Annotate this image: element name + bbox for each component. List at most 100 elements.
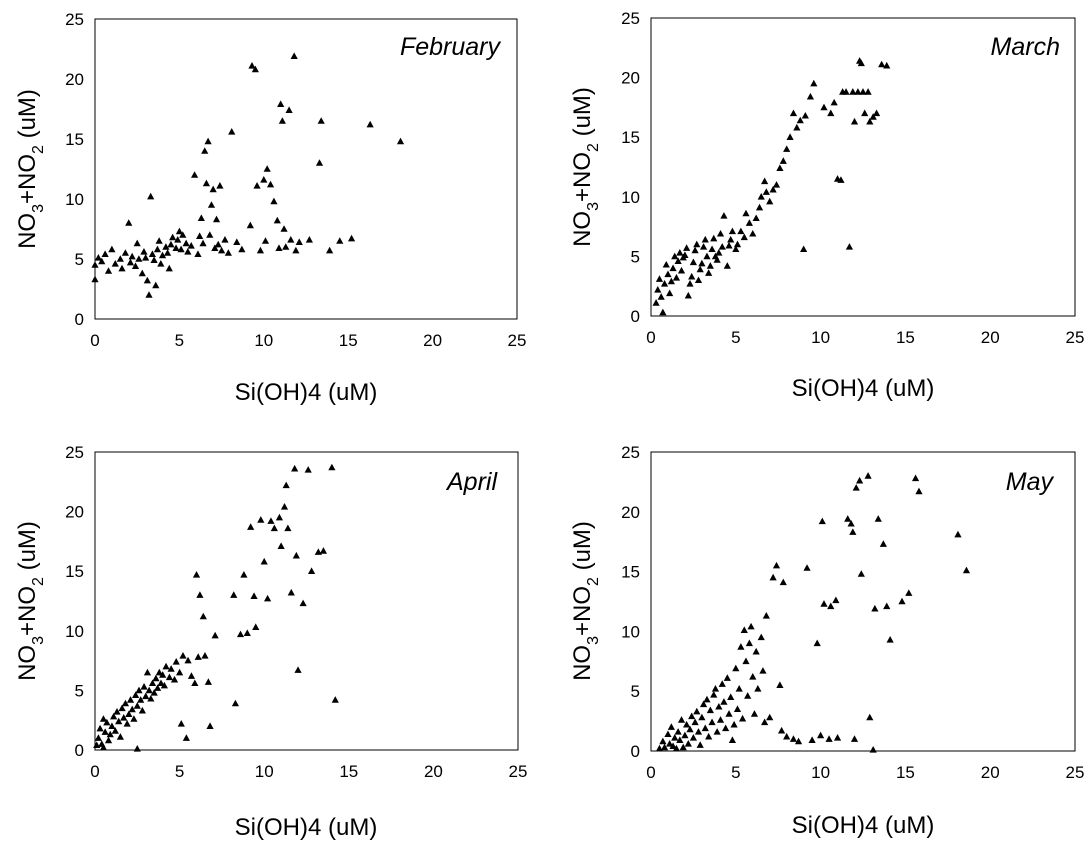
data-point	[294, 666, 302, 673]
data-point	[706, 262, 714, 269]
data-point	[94, 734, 102, 741]
data-point	[954, 530, 962, 538]
data-point	[672, 744, 681, 752]
panel-title: February	[400, 33, 502, 61]
data-point	[779, 578, 787, 586]
data-point	[657, 293, 665, 300]
data-point	[766, 197, 774, 205]
data-point	[701, 724, 709, 732]
data-point	[175, 227, 183, 235]
data-point	[676, 249, 684, 256]
data-point	[698, 713, 706, 721]
data-point	[328, 463, 336, 471]
data-point	[796, 116, 804, 124]
panel-april: 0 5 10 15 20 25 0 5 10 15 20 25 April Si(OH)4 (uM)…	[14, 443, 527, 841]
data-point	[277, 542, 285, 549]
data-point	[140, 248, 148, 255]
data-point	[230, 591, 238, 598]
x-tick-label: 20	[424, 762, 443, 781]
y-tick-label: 25	[621, 443, 640, 462]
data-point	[243, 629, 251, 636]
data-point	[143, 276, 151, 284]
y-label-no: NO	[14, 213, 41, 249]
data-point	[715, 249, 723, 256]
data-point	[263, 165, 271, 172]
data-point	[260, 176, 268, 183]
data-point	[703, 695, 711, 703]
data-point	[744, 692, 752, 699]
data-point	[160, 681, 168, 689]
data-point	[703, 252, 711, 260]
data-point	[202, 179, 211, 187]
data-point	[101, 728, 109, 735]
data-point	[317, 117, 325, 124]
data-point	[135, 255, 143, 262]
data-point	[674, 728, 682, 735]
data-point	[267, 517, 275, 524]
data-point	[260, 557, 268, 565]
y-tick-labels: 0 5 10 15 20 25	[621, 443, 640, 761]
data-point	[727, 693, 735, 700]
data-point	[783, 732, 791, 740]
data-point	[857, 59, 865, 67]
data-point	[857, 570, 865, 577]
y-label-plus-no: +NO	[569, 586, 596, 636]
data-point	[666, 740, 674, 747]
data-point	[825, 735, 833, 742]
data-point	[832, 596, 840, 604]
y-tick-label: 20	[621, 503, 640, 522]
data-point	[671, 734, 679, 741]
data-point	[754, 685, 762, 692]
data-point	[869, 746, 877, 753]
data-point	[669, 264, 677, 272]
data-point	[170, 675, 179, 683]
data-point	[679, 743, 687, 751]
data-point	[696, 741, 704, 748]
data-point	[280, 225, 288, 232]
data-point	[766, 713, 774, 721]
data-point	[247, 523, 255, 530]
data-point	[671, 252, 679, 260]
y-label-sub-3: 3	[30, 204, 47, 213]
data-point	[275, 513, 284, 521]
data-point	[207, 201, 216, 208]
y-label-sub-3: 3	[585, 202, 602, 211]
data-point	[684, 740, 692, 747]
data-point	[145, 686, 153, 694]
data-point	[689, 734, 697, 741]
data-point	[135, 686, 143, 694]
x-tick-label: 5	[731, 763, 740, 782]
panel-title: April	[445, 468, 498, 496]
data-point	[655, 275, 664, 282]
data-point	[783, 145, 791, 152]
data-point	[211, 244, 219, 251]
data-point	[854, 88, 862, 95]
data-point	[779, 157, 787, 164]
data-point	[307, 567, 316, 574]
y-tick-label: 15	[621, 128, 640, 147]
data-point	[299, 599, 307, 607]
data-point	[285, 106, 293, 113]
data-point	[287, 588, 295, 596]
y-tick-label: 25	[65, 443, 84, 462]
y-tick-label: 20	[621, 69, 640, 88]
x-tick-label: 15	[339, 331, 358, 350]
data-point	[152, 674, 160, 682]
data-point	[155, 237, 163, 244]
data-point	[664, 730, 672, 738]
x-tick-labels: 0 5 10 15 20 25	[646, 328, 1084, 347]
data-point	[153, 245, 162, 253]
data-point	[705, 732, 713, 740]
panel-march: 0 5 10 15 20 25 0 5 10 15 20 25 March Si(OH)4 (uM)…	[569, 9, 1084, 402]
x-tick-label: 10	[811, 763, 830, 782]
data-point	[179, 652, 187, 659]
data-point	[694, 276, 703, 284]
data-point	[93, 741, 101, 749]
panel-february: 0 5 10 15 20 25 0 5 10 15 20 25 February Si(OH)4 (…	[14, 10, 526, 406]
y-label-unit: (uM)	[14, 89, 41, 145]
data-point	[116, 733, 124, 740]
data-point	[199, 612, 207, 620]
data-point	[187, 672, 196, 679]
data-point	[859, 88, 867, 95]
data-point	[174, 236, 182, 243]
